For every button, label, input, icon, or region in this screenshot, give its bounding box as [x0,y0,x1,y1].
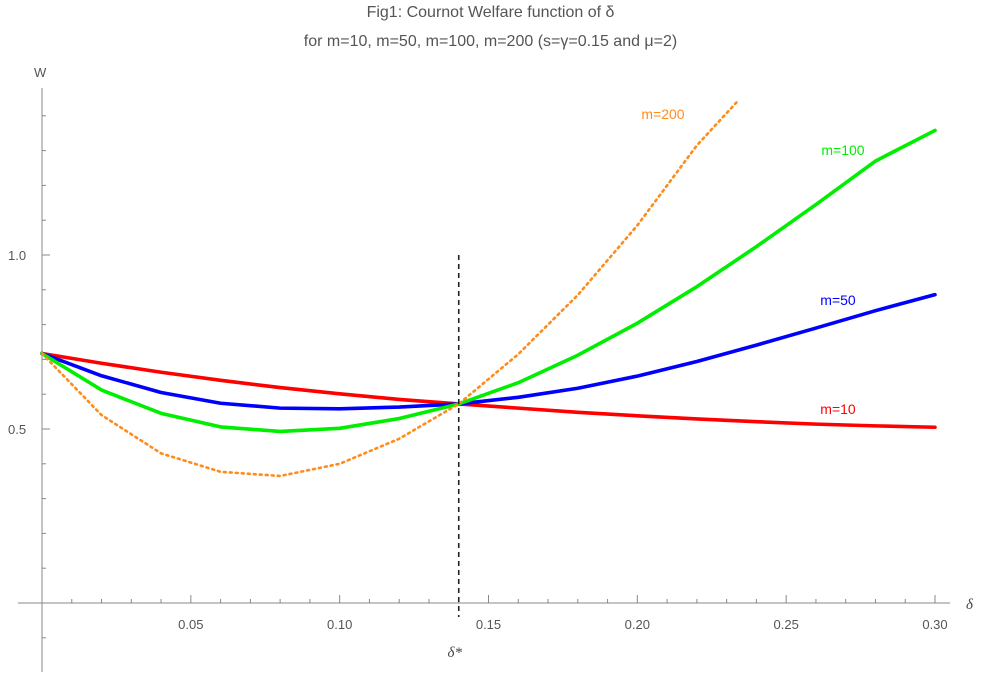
x-tick-label: 0.30 [922,617,947,632]
axis-ticks: 0.05 0.10 0.15 0.20 0.25 0.30 0.5 1.0 [8,115,948,639]
vertical-line-layer: δ* [447,255,462,661]
series-line-m-50 [40,292,937,411]
series-label-m-100: m=100 [821,142,864,158]
x-axis-label: δ [966,597,974,613]
labels-layer: Wδ m=10 m=50 m=100 m=200 [34,65,974,613]
series-line-m-100 [40,128,937,434]
series-label-m-50: m=50 [820,292,856,308]
series-label-m-10: m=10 [820,401,856,417]
y-tick-label: 0.5 [8,422,26,437]
x-tick-label: 0.05 [178,617,203,632]
chart-title: Fig1: Cournot Welfare function of δ [366,4,615,21]
series-line-m-200 [40,98,740,478]
series-label-m-200: m=200 [641,106,684,122]
x-tick-label: 0.20 [625,617,650,632]
x-tick-label: 0.15 [476,617,501,632]
series-layer [40,98,937,478]
chart-subtitle: for m=10, m=50, m=100, m=200 (s=γ=0.15 a… [303,33,678,50]
y-axis-label: W [34,65,47,80]
axes [18,88,950,672]
delta-star-label: δ* [447,645,462,661]
x-tick-label: 0.10 [327,617,352,632]
series-line-m-10 [40,351,937,430]
y-tick-label: 1.0 [8,248,26,263]
x-tick-label: 0.25 [774,617,799,632]
